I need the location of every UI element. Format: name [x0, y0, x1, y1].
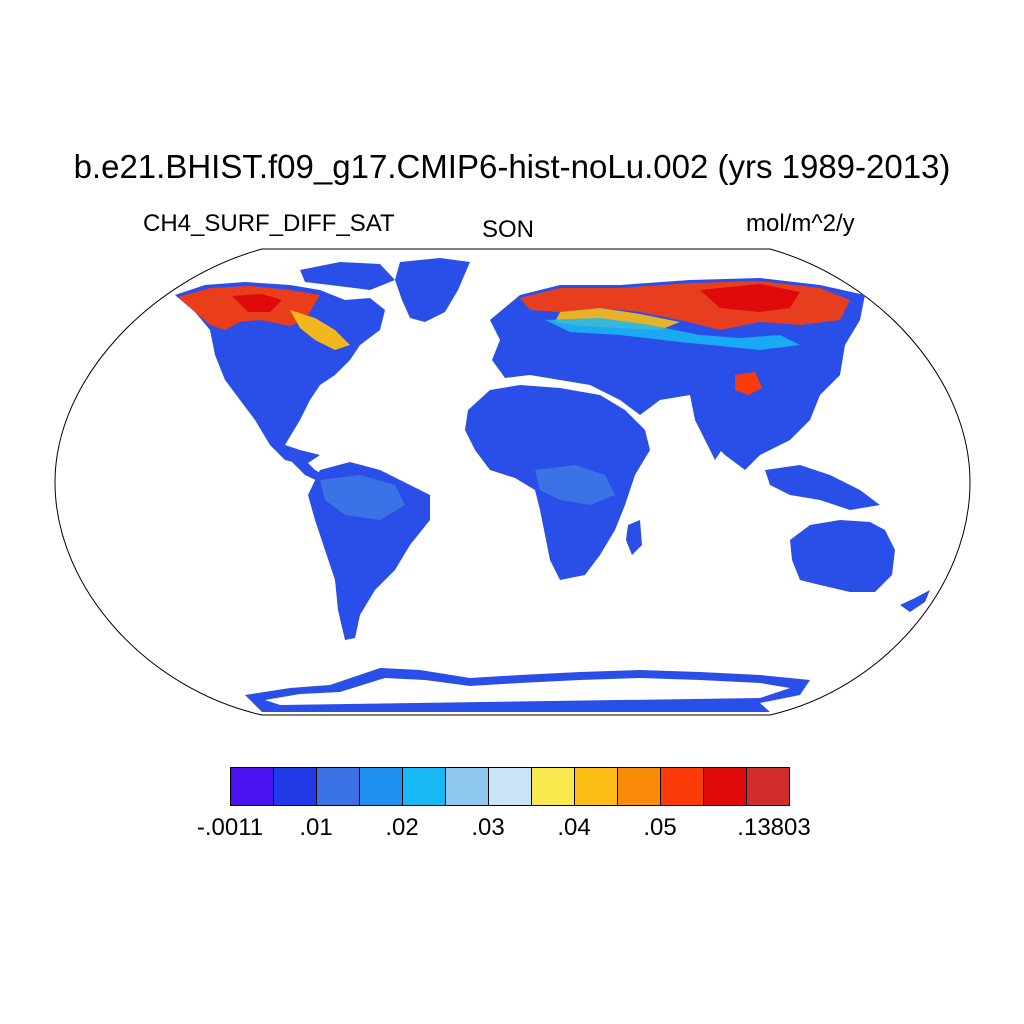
- colorbar-swatch: [532, 768, 575, 805]
- na-boreal-band-2: [290, 310, 350, 350]
- colorbar-tick-label: .13803: [737, 814, 811, 841]
- colorbar-swatch: [704, 768, 747, 805]
- sea-islands: [765, 465, 880, 510]
- colorbar-tick-label: .04: [557, 814, 591, 841]
- season-label: SON: [482, 216, 535, 243]
- arctic-islands: [300, 262, 395, 290]
- colorbar-swatch: [317, 768, 360, 805]
- colorbar-tick-label: .03: [471, 814, 505, 841]
- colorbar-tick-label: .05: [643, 814, 677, 841]
- antarctica-inner: [265, 678, 790, 705]
- variable-label: CH4_SURF_DIFF_SAT: [143, 210, 395, 237]
- colorbar-swatch: [231, 768, 274, 805]
- madagascar: [626, 520, 642, 555]
- greenland: [395, 258, 470, 322]
- colorbar-swatch: [661, 768, 704, 805]
- africa-tropics: [535, 465, 615, 505]
- colorbar: [230, 767, 790, 806]
- amazon-wetland: [320, 475, 405, 520]
- colorbar-swatch: [747, 768, 789, 805]
- colorbar-swatch: [360, 768, 403, 805]
- units-label: mol/m^2/y: [746, 210, 855, 237]
- colorbar-swatch: [618, 768, 661, 805]
- colorbar-tick-label: .02: [385, 814, 419, 841]
- colorbar-swatch: [575, 768, 618, 805]
- europe-band: [545, 318, 800, 350]
- colorbar-tick-label: -.0011: [196, 814, 264, 841]
- colorbar-swatch: [446, 768, 489, 805]
- australia: [790, 520, 895, 592]
- colorbar-tick-label: .01: [299, 814, 333, 841]
- colorbar-swatch: [403, 768, 446, 805]
- land-field: [175, 258, 930, 712]
- india: [690, 395, 740, 460]
- na-boreal-band-3: [232, 294, 282, 312]
- china-hotspot: [735, 372, 762, 395]
- map-outline: [54, 248, 971, 716]
- colorbar-swatch: [489, 768, 532, 805]
- plot-title: b.e21.BHIST.f09_g17.CMIP6-hist-noLu.002 …: [73, 148, 951, 185]
- colorbar-swatch: [274, 768, 317, 805]
- siberia-hotspot: [700, 284, 800, 312]
- new-zealand: [900, 590, 930, 612]
